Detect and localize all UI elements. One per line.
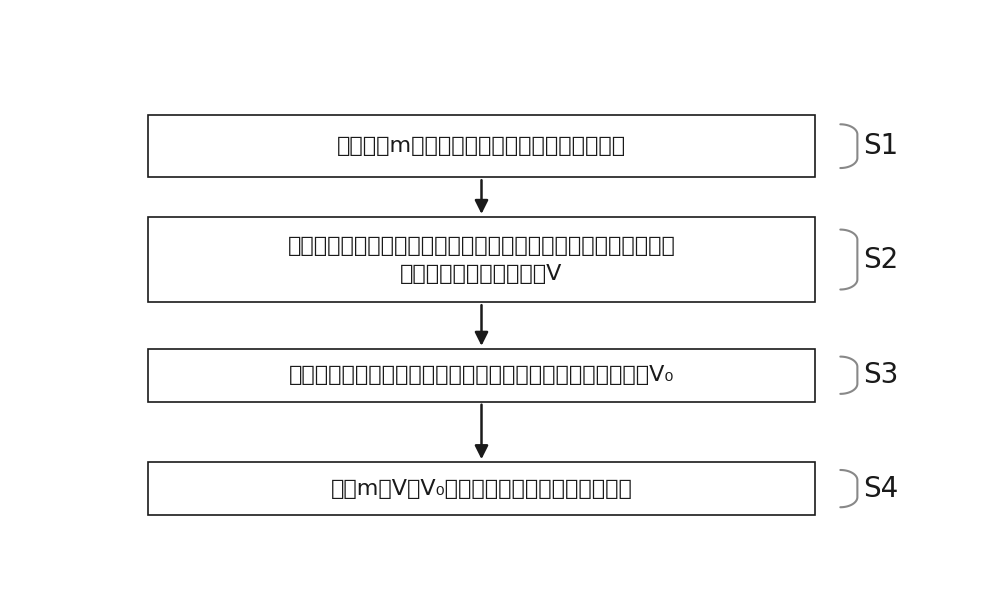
Text: 根据m、V和V₀，获得工业硫酸中亚硫酸根含量: 根据m、V和V₀，获得工业硫酸中亚硫酸根含量 xyxy=(331,478,632,499)
FancyBboxPatch shape xyxy=(148,115,815,177)
FancyBboxPatch shape xyxy=(148,349,815,402)
FancyBboxPatch shape xyxy=(148,462,815,515)
Text: 设定空白试验组，获得滴定终点时消耗的标准滴定溶液的体积V₀: 设定空白试验组，获得滴定终点时消耗的标准滴定溶液的体积V₀ xyxy=(289,365,674,385)
Text: S4: S4 xyxy=(863,475,898,502)
Text: S2: S2 xyxy=(863,246,898,273)
Text: 采用封闭滴定装置，对所述待测溶液进行滴定，获得滴定终点时消
耗的标准滴定溶液的体积V: 采用封闭滴定装置，对所述待测溶液进行滴定，获得滴定终点时消 耗的标准滴定溶液的体… xyxy=(288,236,675,284)
Text: 取质量为m的工业硫酸样品，配制得到待测溶液: 取质量为m的工业硫酸样品，配制得到待测溶液 xyxy=(337,136,626,156)
FancyBboxPatch shape xyxy=(148,217,815,302)
Text: S1: S1 xyxy=(863,132,898,160)
Text: S3: S3 xyxy=(863,361,898,389)
